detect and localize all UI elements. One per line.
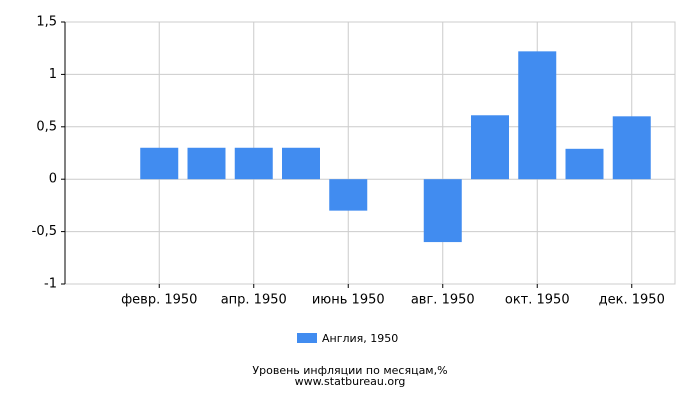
x-tick-label: авг. 1950 <box>411 293 475 308</box>
x-tick-label: дек. 1950 <box>599 293 665 308</box>
bar <box>329 179 368 211</box>
y-tick-label: 0,5 <box>36 119 57 134</box>
x-tick-label: июнь 1950 <box>312 293 385 308</box>
bar <box>518 51 557 180</box>
x-tick-label: окт. 1950 <box>505 293 570 308</box>
y-tick-label: 1 <box>49 67 57 82</box>
bar <box>234 147 273 180</box>
legend-label: Англия, 1950 <box>322 332 398 345</box>
legend-swatch <box>297 333 317 343</box>
x-tick-label: апр. 1950 <box>221 293 287 308</box>
bar <box>140 147 179 180</box>
bar <box>612 116 651 180</box>
y-tick-label: 1,5 <box>36 15 57 30</box>
bar <box>423 179 462 243</box>
bar <box>187 147 226 180</box>
bar <box>565 148 604 180</box>
bar <box>282 147 320 180</box>
y-tick-label: 0 <box>49 172 57 187</box>
x-tick-label: февр. 1950 <box>121 293 197 308</box>
bar <box>471 115 509 180</box>
chart-subtitle: www.statbureau.org <box>295 375 406 388</box>
chart-title: Уровень инфляции по месяцам,% <box>252 364 447 377</box>
y-tick-label: -1 <box>44 277 57 292</box>
y-tick-label: -0,5 <box>32 224 57 239</box>
